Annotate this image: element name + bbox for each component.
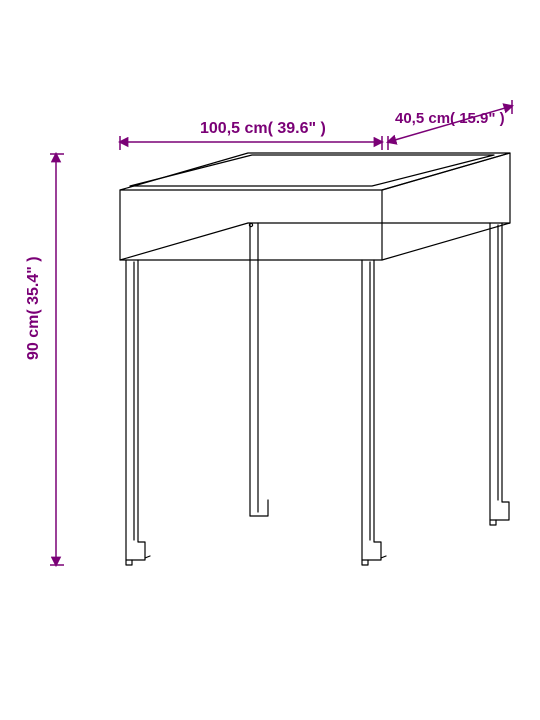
dim-label-depth: 40,5 cm( 15.9" ) <box>395 110 505 127</box>
diagram-stage: 100,5 cm( 39.6" ) 40,5 cm( 15.9" ) 90 cm… <box>0 0 540 720</box>
dim-label-height: 90 cm( 35.4" ) <box>25 256 43 360</box>
dimension-arrows <box>0 0 540 720</box>
dim-label-width: 100,5 cm( 39.6" ) <box>200 120 326 138</box>
